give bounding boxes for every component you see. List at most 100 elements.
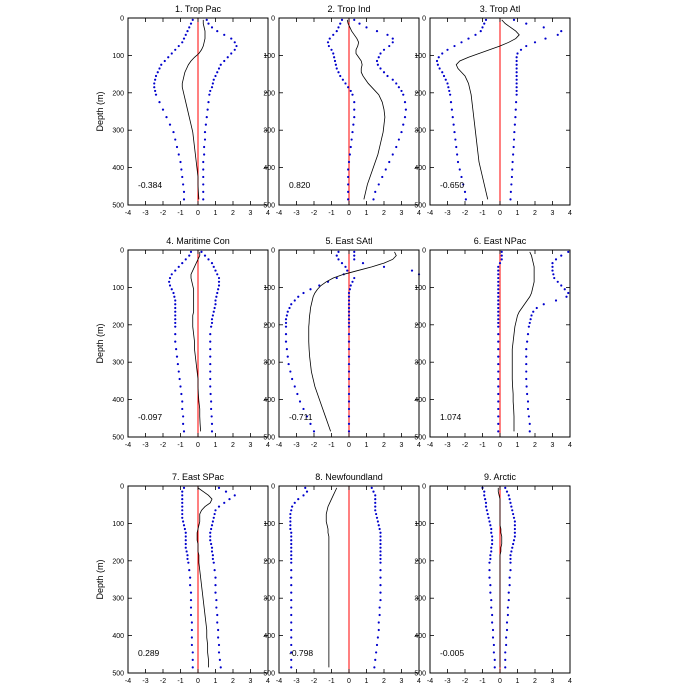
panel-2-lower-point: [347, 175, 350, 179]
panel-2-lower-point: [350, 138, 353, 141]
panel-7-lower-point: [191, 651, 194, 654]
panel-2-xtick-label: -4: [276, 210, 282, 217]
panel-7-upper-point: [218, 658, 221, 662]
panel-2-lower-point: [352, 123, 355, 126]
panel-1-lower-point: [191, 18, 194, 21]
panel-9-upper-point: [512, 539, 516, 542]
panel-6-lower-point: [497, 333, 500, 336]
panel-1-lower-point: [165, 116, 168, 119]
panel-8-lower-point: [290, 509, 293, 512]
panel-6-lower-point: [497, 407, 500, 411]
panel-4-upper-point: [210, 430, 214, 433]
panel-1-lower-point: [167, 56, 170, 59]
panel-3-xtick-label: 4: [568, 210, 572, 217]
panel-3-upper-point: [542, 26, 545, 29]
panel-9-upper-point: [508, 497, 511, 501]
panel-6-upper-point: [552, 273, 555, 276]
panel-9: -4 -3 -2 -1 0 1 2 3 4 0 100 200 300 400 500 9. Arctic -0…: [414, 472, 572, 685]
panel-2-upper-point: [397, 86, 400, 89]
panel-2-lower-point: [335, 67, 338, 70]
panel-6-lower-point: [500, 258, 503, 261]
panel-7-upper-point: [233, 494, 236, 497]
panel-2-upper-point: [397, 138, 400, 141]
panel-9-upper-point: [512, 516, 516, 519]
panel-9-ytick-label: 500: [414, 671, 426, 678]
panel-8-lower-point: [290, 621, 293, 624]
panel-2: -4 -3 -2 -1 0 1 2 3 4 0 100 200 300 400 500 2. Trop Ind…: [263, 4, 421, 217]
panel-9-upper-point: [505, 490, 509, 493]
panel-8-upper-point: [379, 539, 382, 542]
panel-9-upper-point: [507, 494, 510, 497]
panel-4-lower-point: [174, 306, 177, 310]
panel-4-ytick-label: 100: [112, 285, 124, 292]
panel-3-upper-point: [513, 123, 516, 126]
panel-9-upper-point: [507, 591, 510, 594]
panel-5-upper-point: [347, 318, 351, 321]
panel-9-upper-point: [509, 501, 512, 504]
panel-3-ytick-label: 400: [414, 165, 426, 172]
panel-7-lower-point: [186, 554, 189, 557]
panel-1-upper-point: [205, 18, 208, 21]
panel-5-annotation: -0.711: [289, 412, 313, 422]
panel-8-lower-point: [290, 636, 293, 639]
panel-5-lower-point: [340, 261, 344, 265]
panel-7-upper-point: [216, 613, 219, 617]
panel-2-annotation: 0.820: [289, 180, 311, 190]
panel-4-upper-point: [212, 310, 215, 313]
panel-9-lower-point: [489, 591, 492, 594]
panel-8-upper-point: [378, 613, 381, 617]
panel-8-upper-point: [375, 516, 379, 519]
panel-5-lower-point: [337, 250, 340, 253]
panel-3: -4 -3 -2 -1 0 1 2 3 4 0 100 200 300 400 500 3. Trop Atl…: [414, 4, 572, 217]
panel-7-lower-point: [190, 636, 193, 639]
panel-9-upper-point: [513, 531, 516, 534]
panel-1-ylabel: Depth (m): [95, 91, 105, 131]
panel-1-annotation: -0.384: [138, 180, 162, 190]
panel-9-upper-point: [508, 576, 511, 579]
panel-3-upper-point: [509, 198, 512, 201]
panel-8-lower-point: [290, 546, 293, 549]
panel-9-upper-point: [509, 561, 512, 564]
panel-7-lower-point: [189, 576, 192, 579]
panel-7-xtick-label: -3: [142, 678, 148, 685]
panel-3-upper-point: [515, 78, 518, 81]
panel-7-ytick-label: 100: [112, 521, 124, 528]
panel-4-lower-point: [177, 265, 180, 268]
panel-7-upper-point: [210, 524, 214, 527]
panel-6-upper-point: [526, 333, 530, 336]
panel-9-lower-point: [488, 576, 491, 579]
panel-1-upper-point: [216, 71, 219, 74]
panel-2-xtick-label: 4: [417, 210, 421, 217]
panel-4-upper-point: [210, 261, 214, 265]
panel-1-lower-point: [186, 29, 189, 33]
panel-5-upper-point: [347, 291, 351, 295]
panel-9-lower-point: [490, 527, 493, 531]
panel-9-upper-point: [504, 486, 507, 489]
panel-7-lower-point: [190, 621, 193, 624]
panel-6-lower-point: [497, 295, 500, 298]
panel-8-lower-point: [290, 658, 293, 662]
panel-3-title: 3. Trop Atl: [480, 4, 521, 14]
panel-2-upper-point: [358, 22, 361, 25]
panel-5-upper-point: [347, 377, 351, 381]
panel-2-lower-point: [347, 183, 350, 186]
panel-4-lower-point: [174, 333, 177, 336]
panel-5-lower-point: [284, 321, 288, 325]
panel-2-upper-point: [391, 153, 394, 156]
panel-9-lower-point: [483, 494, 486, 497]
panel-8-upper-point: [377, 524, 380, 527]
panel-7-lower-point: [181, 505, 184, 508]
panel-8-mean-line: [325, 487, 338, 668]
panel-3-lower-point: [438, 67, 441, 70]
panel-7-xtick-label: 3: [249, 678, 253, 685]
panel-3-upper-point: [515, 93, 518, 96]
panel-2-lower-point: [349, 89, 352, 93]
panel-4-lower-point: [188, 254, 191, 257]
panel-6-upper-point: [551, 269, 554, 272]
panel-5-lower-point: [309, 422, 312, 426]
panel-8-upper-point: [379, 598, 382, 602]
panel-7-lower-point: [182, 520, 185, 523]
panel-8-upper-point: [379, 535, 382, 538]
panel-5-lower-point: [284, 333, 288, 336]
panel-1-upper-point: [204, 123, 207, 126]
